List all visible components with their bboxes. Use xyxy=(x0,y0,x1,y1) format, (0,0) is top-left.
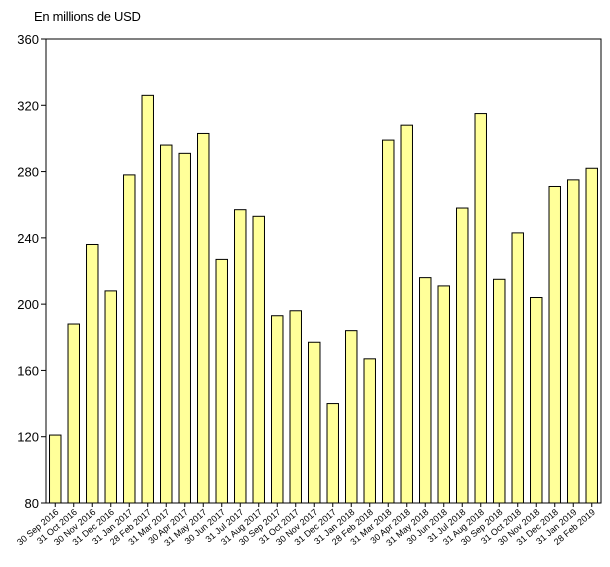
bar-1 xyxy=(49,434,62,504)
bar-5 xyxy=(123,174,136,504)
bar-8 xyxy=(178,152,191,504)
bar-12 xyxy=(252,215,265,504)
bar-20 xyxy=(400,124,413,504)
bar-29 xyxy=(567,179,580,504)
bar-3 xyxy=(86,243,99,504)
bar-17 xyxy=(345,330,358,504)
y-axis: 80 120 160 200 240 280 320 360 xyxy=(17,32,46,511)
bar-27 xyxy=(530,297,543,504)
y-tick-label: 360 xyxy=(17,32,39,47)
bar-16 xyxy=(326,403,339,504)
plot-frame xyxy=(45,38,602,504)
bar-9 xyxy=(197,132,210,504)
bar-15 xyxy=(308,341,321,504)
bar-11 xyxy=(234,209,247,504)
bar-26 xyxy=(511,232,524,504)
bar-14 xyxy=(289,310,302,504)
bar-13 xyxy=(271,315,284,504)
bar-4 xyxy=(104,290,117,504)
y-tick-label: 80 xyxy=(25,496,39,511)
y-tick-label: 160 xyxy=(17,363,39,378)
bar-23 xyxy=(456,207,469,504)
bar-10 xyxy=(215,258,228,504)
bar-19 xyxy=(382,139,395,504)
y-tick-label: 280 xyxy=(17,165,39,180)
y-tick-label: 320 xyxy=(17,98,39,113)
y-tick-label: 200 xyxy=(17,297,39,312)
bar-2 xyxy=(67,323,80,504)
bar-7 xyxy=(160,144,173,504)
y-tick-label: 120 xyxy=(17,430,39,445)
bar-30 xyxy=(585,167,598,504)
unit-label: En millions de USD xyxy=(34,9,141,24)
y-tick-label: 240 xyxy=(17,231,39,246)
bar-28 xyxy=(548,185,561,504)
bar-6 xyxy=(141,94,154,504)
bar-25 xyxy=(493,278,506,504)
bar-18 xyxy=(363,358,376,504)
bar-21 xyxy=(419,277,432,504)
bars-group xyxy=(49,94,598,504)
bar-22 xyxy=(437,285,450,504)
bar-24 xyxy=(474,113,487,504)
